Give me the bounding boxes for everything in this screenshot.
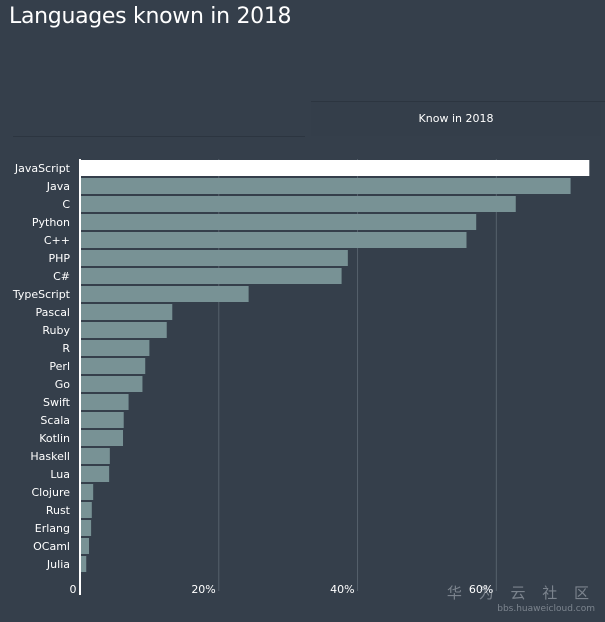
category-label-go: Go [55, 378, 71, 391]
bar-php [80, 250, 348, 266]
bar-swift [80, 394, 129, 410]
category-label-ocaml: OCaml [33, 540, 70, 553]
category-label-rust: Rust [46, 504, 71, 517]
bar-c [80, 196, 516, 212]
bar-perl [80, 358, 146, 374]
bar-ocaml [80, 538, 90, 554]
category-label-php: PHP [48, 252, 70, 265]
bar-lua [80, 466, 110, 482]
category-label-haskell: Haskell [30, 450, 70, 463]
bar-haskell [80, 448, 110, 464]
chart-title: Languages known in 2018 [9, 4, 292, 29]
bar-go [80, 376, 143, 392]
category-label-pascal: Pascal [36, 306, 70, 319]
category-label-c: C [62, 198, 70, 211]
bar-julia [80, 556, 87, 572]
watermark-url: bbs.huaweicloud.com [497, 604, 595, 614]
category-label-scala: Scala [40, 414, 70, 427]
bar-pascal [80, 304, 173, 320]
watermark: 华 为 云 社 区 bbs.huaweicloud.com [447, 582, 595, 614]
x-tick-label-60: 60% [469, 583, 493, 596]
category-label-lua: Lua [50, 468, 70, 481]
bar-csharp [80, 268, 342, 284]
bar-javascript [80, 160, 590, 176]
bar-python [80, 214, 477, 230]
category-label-swift: Swift [43, 396, 71, 409]
category-label-javascript: JavaScript [14, 162, 71, 175]
watermark-text: 华 为 云 社 区 [446, 584, 595, 602]
category-label-csharp: C# [53, 270, 70, 283]
x-tick-label-20: 20% [191, 583, 215, 596]
category-label-cplusplus: C++ [44, 234, 70, 247]
category-label-ruby: Ruby [42, 324, 70, 337]
category-label-kotlin: Kotlin [39, 432, 70, 445]
bar-r [80, 340, 150, 356]
column-header-label: Know in 2018 [418, 112, 494, 125]
bar-cplusplus [80, 232, 467, 248]
bar-ruby [80, 322, 167, 338]
bar-typescript [80, 286, 249, 302]
category-label-r: R [62, 342, 70, 355]
bar-scala [80, 412, 124, 428]
category-label-clojure: Clojure [31, 486, 70, 499]
bar-java [80, 178, 571, 194]
category-label-python: Python [32, 216, 70, 229]
category-label-typescript: TypeScript [12, 288, 71, 301]
column-header: Know in 2018 [311, 102, 601, 136]
bar-rust [80, 502, 92, 518]
bar-clojure [80, 484, 94, 500]
bar-erlang [80, 520, 92, 536]
category-label-java: Java [46, 180, 70, 193]
x-tick-label-0: 0 [70, 583, 77, 596]
bar-kotlin [80, 430, 124, 446]
x-tick-label-40: 40% [330, 583, 354, 596]
category-label-julia: Julia [46, 558, 70, 571]
category-label-perl: Perl [49, 360, 70, 373]
header-divider-right [311, 101, 605, 102]
header-divider-left [13, 136, 305, 137]
category-label-erlang: Erlang [35, 522, 70, 535]
